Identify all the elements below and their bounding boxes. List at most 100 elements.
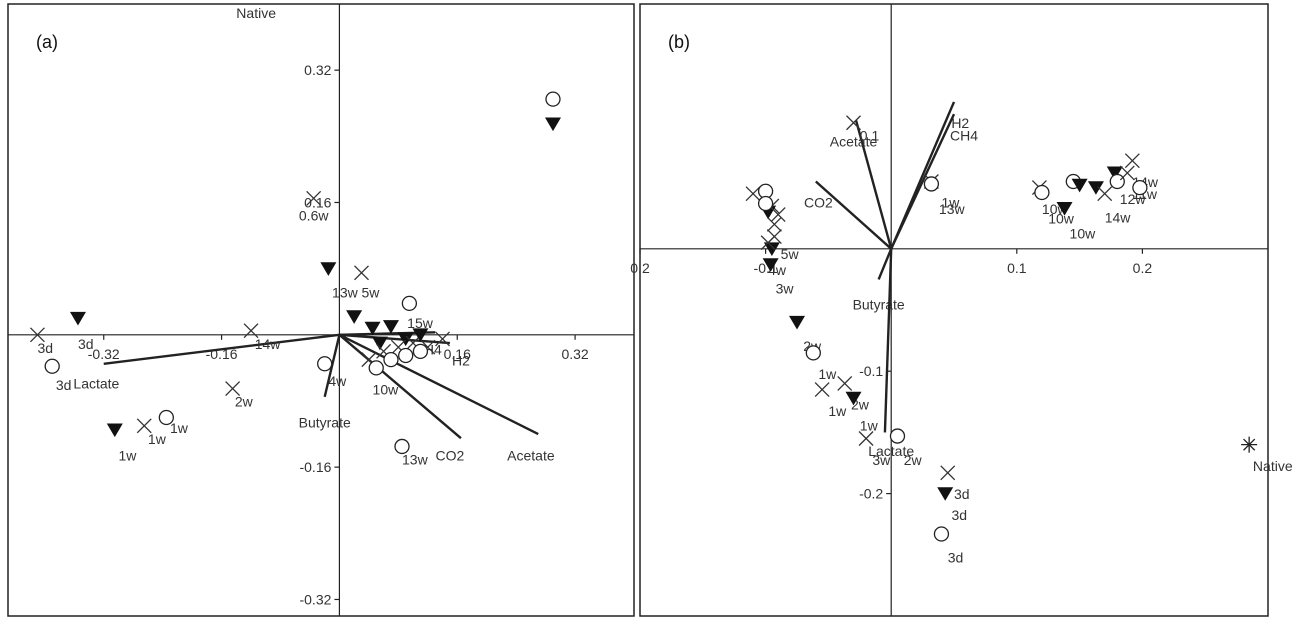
point-circle	[394, 438, 410, 455]
point-label: 1w	[818, 366, 837, 382]
point-cross	[846, 115, 861, 131]
point-cross	[1097, 186, 1113, 202]
point-circle	[757, 195, 774, 212]
point-cross	[435, 331, 450, 347]
point-label: 3d	[951, 507, 967, 523]
x-tick-label: -0.32	[88, 346, 120, 362]
vector-co2	[338, 333, 462, 440]
point-triangle	[364, 321, 381, 336]
x-tick-label: 0.1	[1007, 260, 1027, 276]
point-cross	[760, 235, 776, 251]
vector-label: CH4	[950, 127, 978, 143]
point-circle	[401, 295, 418, 312]
point-label: 4w	[328, 373, 347, 389]
vector-label: Butyrate	[299, 414, 351, 430]
vector-label: CO2	[435, 447, 464, 463]
vector-lactate	[103, 333, 340, 365]
point-circle	[317, 356, 333, 372]
point-label: 13w	[402, 452, 429, 468]
point-circle	[1132, 179, 1148, 196]
point-cross	[306, 190, 322, 206]
point-label: 3d	[948, 550, 964, 566]
point-label: Native	[236, 5, 276, 21]
point-triangle	[763, 242, 780, 256]
vector-label: Lactate	[868, 443, 914, 459]
point-cross	[243, 323, 259, 339]
point-label: 3d	[56, 377, 72, 393]
point-cross	[225, 381, 241, 397]
point-label: 3d	[954, 486, 970, 502]
vector-acetate	[338, 333, 539, 436]
point-circle	[398, 347, 414, 364]
point-triangle	[346, 310, 363, 324]
point-label: 10w	[373, 381, 400, 397]
point-label: 15w	[407, 315, 434, 331]
point-triangle	[382, 320, 399, 334]
panel-frame	[639, 3, 1269, 617]
y-tick-label: -0.2	[859, 486, 883, 502]
point-label: 14w	[255, 336, 282, 352]
point-circle	[1034, 184, 1050, 201]
point-circle	[923, 176, 940, 192]
point-label: 13w	[332, 285, 359, 301]
point-label: 10w	[1048, 211, 1075, 227]
point-cross	[29, 327, 45, 343]
point-label: 10w	[1070, 225, 1097, 241]
point-triangle	[397, 332, 414, 347]
point-label: 1w	[828, 403, 847, 419]
point-label: Native	[1253, 458, 1293, 474]
point-cross	[766, 216, 782, 232]
point-circle	[383, 351, 399, 368]
panel-label: (b)	[668, 32, 690, 52]
point-triangle	[69, 311, 86, 326]
point-cross	[858, 431, 874, 446]
point-circle	[805, 345, 821, 361]
point-circle	[1109, 173, 1125, 190]
point-circle	[933, 526, 950, 542]
point-label: 1w	[170, 420, 189, 436]
point-label: 0.1	[860, 127, 880, 143]
point-triangle	[1106, 166, 1123, 181]
point-cross	[940, 465, 956, 481]
vector-label: CO2	[804, 195, 833, 211]
point-label: 5w	[781, 246, 800, 262]
x-tick-label: 0.16	[444, 346, 471, 362]
point-circle	[44, 358, 60, 374]
point-triangle	[412, 328, 429, 343]
vector-butyrate	[877, 248, 893, 280]
y-tick-label: -0.32	[299, 591, 331, 607]
point-label: 5w	[362, 285, 381, 301]
point-triangle	[762, 258, 779, 272]
panel-frame	[7, 3, 635, 617]
point-label: 0.6w	[299, 208, 329, 224]
y-tick-label: -0.16	[299, 459, 331, 475]
vector-co2	[815, 180, 892, 250]
point-cross	[745, 186, 761, 202]
point-label: 3w	[776, 280, 795, 296]
point-label: 3w	[872, 452, 891, 468]
panel-0: (a)-0.32-0.160.160.320.320.16-0.16-0.32L…	[7, 3, 635, 617]
vector-ch4	[890, 113, 956, 250]
point-circle	[368, 360, 384, 376]
point-cross	[770, 207, 786, 222]
point-label: 2w	[235, 394, 254, 410]
point-circle	[545, 91, 561, 107]
point-label: 3d	[37, 340, 53, 356]
point-cross	[837, 375, 853, 391]
vector-label: Lactate	[73, 376, 119, 392]
point-triangle	[544, 117, 561, 132]
point-triangle	[1087, 181, 1104, 195]
point-label: 13w	[939, 201, 966, 217]
y-tick-label: -0.1	[859, 363, 883, 379]
point-triangle	[320, 262, 337, 276]
point-circle	[889, 428, 906, 444]
point-label: 1w	[941, 195, 960, 211]
point-triangle	[371, 336, 388, 351]
panel-1: (b)0.2 -0.1 0.1 0.2-0.1-0.2AcetateCO2H2CH4B…	[630, 3, 1293, 617]
vector-label: H2	[951, 115, 969, 131]
point-label: 1w	[860, 417, 879, 433]
x-tick-label: 0.32	[561, 346, 588, 362]
point-circle	[158, 409, 174, 426]
point-triangle	[789, 315, 805, 330]
